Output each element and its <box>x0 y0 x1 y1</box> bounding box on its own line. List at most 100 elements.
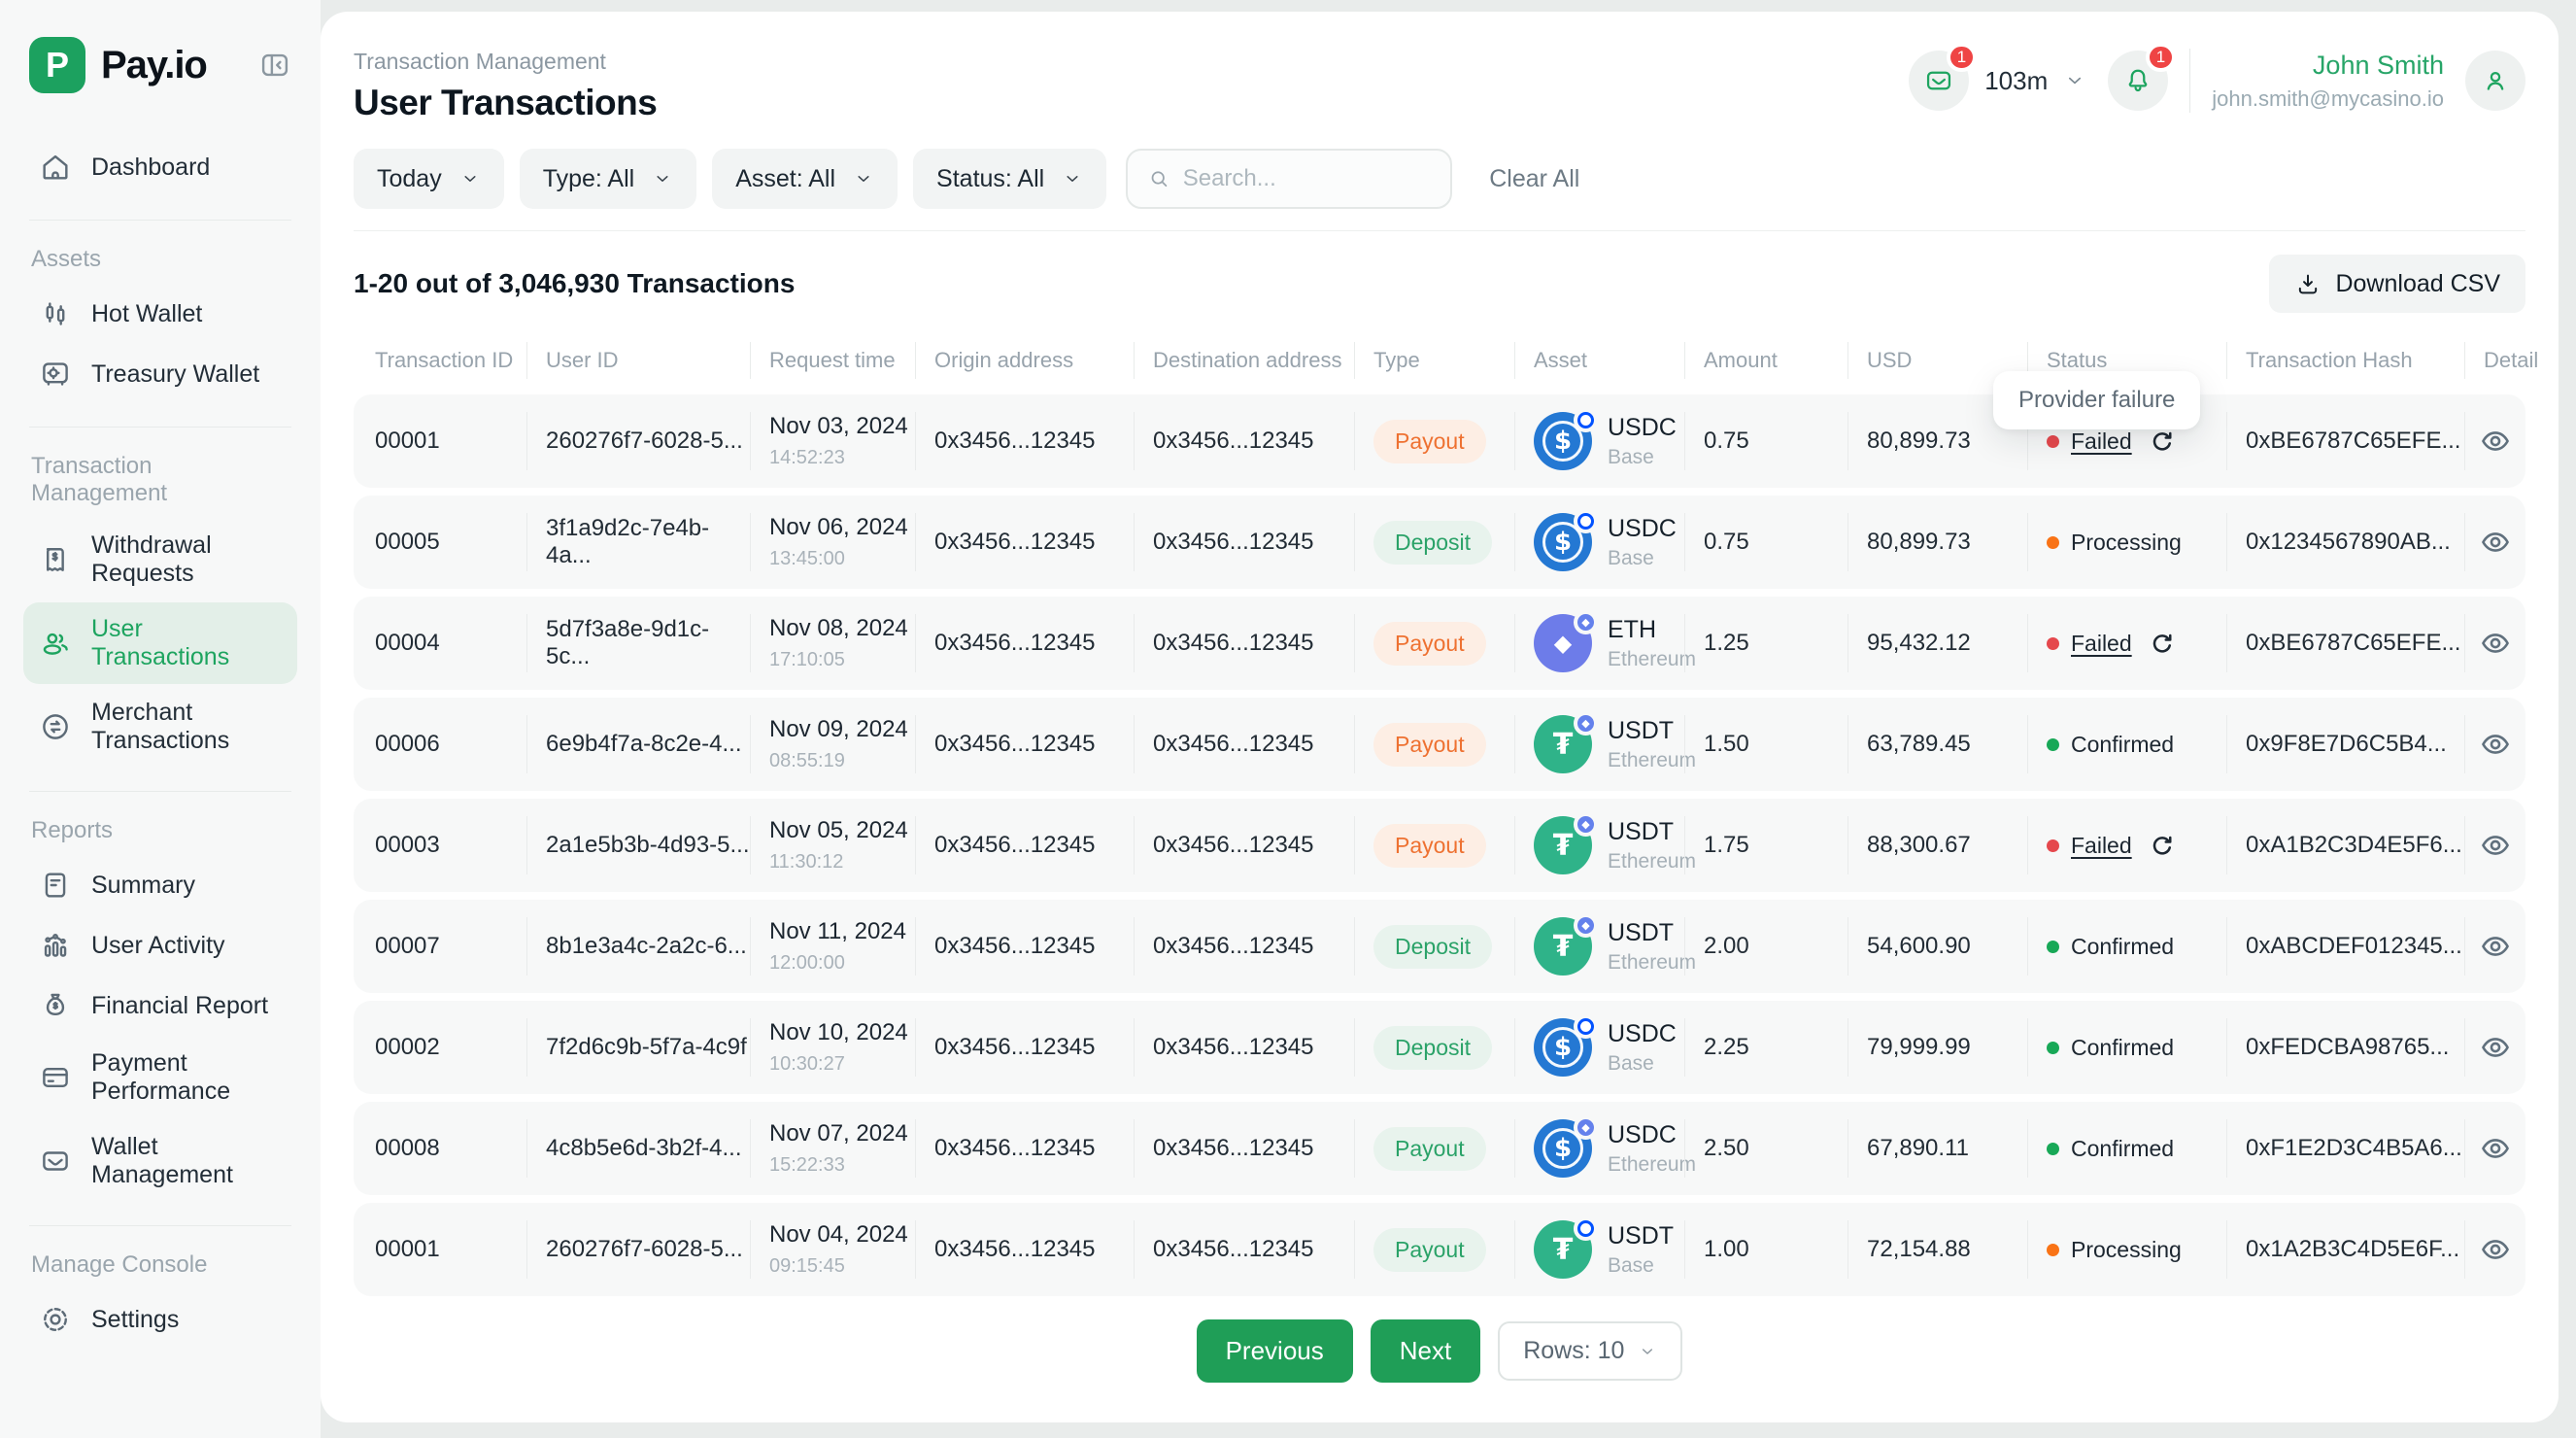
filter-chip-3[interactable]: Status: All <box>913 149 1107 209</box>
notifications-button[interactable]: 1 <box>2108 43 2177 111</box>
transaction-hash: 0x1A2B3C4D5E6F... <box>2246 1236 2460 1262</box>
retry-icon[interactable] <box>2148 427 2177 456</box>
sidebar-item-hot-wallet[interactable]: Hot Wallet <box>23 285 297 343</box>
eye-icon[interactable] <box>2478 1131 2513 1166</box>
cell-status: Failed <box>2027 394 2226 488</box>
cell-asset: USDC Ethereum <box>1514 1102 1696 1195</box>
sidebar-nav: Dashboard Assets Hot Wallet Treasury Wallet… <box>23 138 297 1349</box>
cell-destination-address: 0x3456...12345 <box>1134 1203 1354 1296</box>
sidebar-item-user-transactions[interactable]: User Transactions <box>23 602 297 684</box>
asset-text: ETH Ethereum <box>1608 616 1696 671</box>
status-label[interactable]: Confirmed <box>2071 731 2175 757</box>
sidebar-item-financial-report[interactable]: Financial Report <box>23 976 297 1035</box>
search-box[interactable] <box>1126 149 1453 209</box>
type-pill: Payout <box>1373 1126 1486 1171</box>
asset-network: Ethereum <box>1608 1152 1697 1176</box>
destination-address: 0x3456...12345 <box>1153 529 1314 555</box>
cell-detail <box>2464 1102 2525 1195</box>
origin-address: 0x3456...12345 <box>934 630 1096 656</box>
wallet-icon <box>39 1145 72 1178</box>
rows-per-page-select[interactable]: Rows: 10 <box>1498 1321 1683 1381</box>
transaction-id: 00003 <box>375 832 440 858</box>
cell-usd: 72,154.88 <box>1847 1203 2027 1296</box>
status-label[interactable]: Processing <box>2071 1236 2182 1262</box>
filter-chip-1[interactable]: Type: All <box>519 149 697 209</box>
status-dot <box>2047 940 2059 953</box>
next-button[interactable]: Next <box>1370 1319 1481 1383</box>
cell-origin-address: 0x3456...12345 <box>915 394 1134 488</box>
previous-button[interactable]: Previous <box>1196 1319 1353 1383</box>
heading-block: Transaction Management User Transactions <box>354 49 658 123</box>
sidebar-item-wallet-management[interactable]: Wallet Management <box>23 1120 297 1202</box>
asset-network: Base <box>1608 1051 1654 1075</box>
eye-icon[interactable] <box>2478 525 2513 560</box>
sidebar-divider <box>29 1225 291 1226</box>
asset-network: Ethereum <box>1608 748 1697 771</box>
request-date: Nov 04, 2024 <box>769 1221 908 1248</box>
amount: 2.00 <box>1704 933 1749 959</box>
retry-icon[interactable] <box>2148 629 2177 658</box>
sidebar-item-dashboard[interactable]: Dashboard <box>23 138 297 196</box>
topbar-divider <box>2189 49 2191 113</box>
sidebar-item-withdrawal-requests[interactable]: Withdrawal Requests <box>23 519 297 600</box>
status-label[interactable]: Failed <box>2071 428 2132 454</box>
eye-icon[interactable] <box>2478 626 2513 661</box>
table-row: 00006 6e9b4f7a-8c2e-4... Nov 09, 2024 08… <box>354 698 2525 791</box>
search-input[interactable] <box>1182 165 1432 192</box>
sidebar-item-label: User Activity <box>91 931 225 959</box>
column-header: Destination address <box>1134 334 1354 387</box>
asset-text: USDC Base <box>1608 1020 1677 1076</box>
gear-icon <box>39 1303 72 1336</box>
cell-amount: 1.75 <box>1684 799 1847 892</box>
status-dot <box>2047 839 2059 852</box>
wallet-balance-button[interactable]: 1 <box>1909 43 1978 111</box>
user-id: 3f1a9d2c-7e4b-4a... <box>546 515 710 568</box>
avatar[interactable] <box>2465 51 2525 111</box>
status-label[interactable]: Confirmed <box>2071 933 2175 959</box>
filter-chip-0[interactable]: Today <box>354 149 504 209</box>
sidebar-collapse-icon[interactable] <box>258 49 291 82</box>
eye-icon[interactable] <box>2478 1030 2513 1065</box>
table-row: 00001 260276f7-6028-5... Nov 04, 2024 09… <box>354 1203 2525 1296</box>
filters: Today Type: All Asset: All Status: All Clea… <box>354 149 2525 209</box>
eye-icon[interactable] <box>2478 1232 2513 1267</box>
sidebar-item-settings[interactable]: Settings <box>23 1290 297 1349</box>
cell-detail <box>2464 900 2525 993</box>
user-id: 5d7f3a8e-9d1c-5c... <box>546 616 710 669</box>
eye-icon[interactable] <box>2478 424 2513 459</box>
status-label[interactable]: Failed <box>2071 832 2132 858</box>
column-header: User ID <box>526 334 750 387</box>
asset-text: USDC Base <box>1608 515 1677 570</box>
cell-user-id: 3f1a9d2c-7e4b-4a... <box>526 496 750 589</box>
status-label[interactable]: Confirmed <box>2071 1034 2175 1060</box>
request-time: 17:10:05 <box>769 649 845 670</box>
users-icon <box>39 627 72 660</box>
status-label[interactable]: Processing <box>2071 529 2182 555</box>
download-csv-button[interactable]: Download CSV <box>2269 255 2525 313</box>
cell-amount: 1.50 <box>1684 698 1847 791</box>
status-label[interactable]: Failed <box>2071 630 2132 656</box>
user-menu[interactable]: John Smith john.smith@mycasino.io <box>2212 51 2444 112</box>
clear-all-link[interactable]: Clear All <box>1489 164 1580 192</box>
request-time-block: Nov 08, 2024 17:10:05 <box>769 615 908 671</box>
status-label[interactable]: Confirmed <box>2071 1135 2175 1161</box>
cell-user-id: 5d7f3a8e-9d1c-5c... <box>526 597 750 690</box>
sidebar-item-treasury-wallet[interactable]: Treasury Wallet <box>23 345 297 403</box>
sidebar-item-user-activity[interactable]: User Activity <box>23 916 297 975</box>
balance-chip[interactable]: 1 103m <box>1909 43 2086 111</box>
eye-icon[interactable] <box>2478 828 2513 863</box>
eye-icon[interactable] <box>2478 727 2513 762</box>
retry-icon[interactable] <box>2148 831 2177 860</box>
sidebar-item-summary[interactable]: Summary <box>23 856 297 914</box>
asset-coin-icon <box>1534 1014 1598 1077</box>
sidebar-item-merchant-transactions[interactable]: Merchant Transactions <box>23 686 297 768</box>
eye-icon[interactable] <box>2478 929 2513 964</box>
sidebar-item-payment-performance[interactable]: Payment Performance <box>23 1037 297 1118</box>
user-id: 4c8b5e6d-3b2f-4... <box>546 1135 742 1161</box>
brand-row: P Pay.io <box>23 37 297 93</box>
filter-chip-2[interactable]: Asset: All <box>712 149 898 209</box>
origin-address: 0x3456...12345 <box>934 1135 1096 1161</box>
request-time: 11:30:12 <box>769 851 844 873</box>
status-dot <box>2047 1243 2059 1256</box>
home-icon <box>39 151 72 184</box>
